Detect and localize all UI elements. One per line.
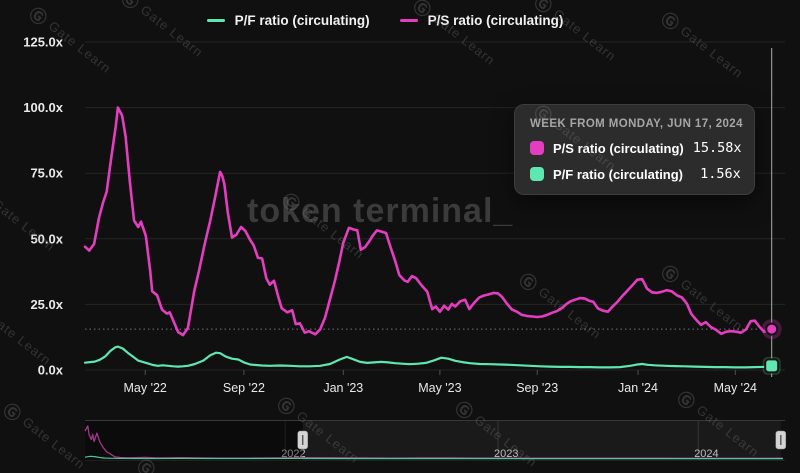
navigator-pf-line xyxy=(84,455,783,460)
x-axis-label: Jan '24 xyxy=(618,381,658,395)
navigator-year-label: 2022 xyxy=(281,448,305,460)
ps-current-point-marker[interactable] xyxy=(765,322,779,336)
legend-item-ps-ratio[interactable]: P/S ratio (circulating) xyxy=(399,13,564,28)
ps-swatch-icon xyxy=(530,141,544,155)
chart-legend: P/F ratio (circulating) P/S ratio (circu… xyxy=(0,13,785,28)
tooltip-ps-value: 15.58x xyxy=(692,140,742,156)
legend-item-pf-ratio[interactable]: P/F ratio (circulating) xyxy=(206,13,370,28)
navigator-unselected-mask xyxy=(85,421,303,460)
x-axis-label: May '22 xyxy=(124,381,167,395)
tooltip-row-pf: P/F ratio (circulating) 1.56x xyxy=(530,166,741,182)
x-axis-label: Sep '22 xyxy=(223,381,265,395)
tooltip-pf-label: P/F ratio (circulating) xyxy=(553,166,684,182)
x-axis-label: May '24 xyxy=(714,381,757,395)
navigator-year-label: 2024 xyxy=(694,448,718,460)
tooltip-pf-value: 1.56x xyxy=(692,166,741,182)
tooltip-row-ps: P/S ratio (circulating) 15.58x xyxy=(530,140,742,156)
navigator-year-label: 2023 xyxy=(494,448,518,460)
legend-label-pf: P/F ratio (circulating) xyxy=(234,13,370,28)
x-axis-label: May '23 xyxy=(418,381,461,395)
y-axis-label: 0.0x xyxy=(38,363,64,378)
y-axis-label: 125.0x xyxy=(23,35,64,50)
tooltip-ps-label: P/S ratio (circulating) xyxy=(553,140,684,156)
y-axis-label: 75.0x xyxy=(30,166,63,181)
y-axis-label: 25.0x xyxy=(30,297,63,312)
chart-tooltip: WEEK FROM MONDAY, JUN 17, 2024 P/S ratio… xyxy=(514,104,755,195)
pf-swatch-icon xyxy=(530,167,544,181)
y-axis-label: 50.0x xyxy=(30,231,63,246)
token-terminal-watermark: token terminal_ xyxy=(247,192,514,230)
legend-label-ps: P/S ratio (circulating) xyxy=(427,13,564,28)
pf-ratio-line xyxy=(83,345,773,369)
x-axis-label: Sep '23 xyxy=(516,381,558,395)
tooltip-week-title: WEEK FROM MONDAY, JUN 17, 2024 xyxy=(530,118,743,130)
ps-ratio-line xyxy=(83,106,774,337)
pf-series-dash-icon xyxy=(206,19,225,22)
ps-series-dash-icon xyxy=(399,19,418,22)
navigator-selection-region[interactable] xyxy=(302,421,781,460)
pf-current-point-marker[interactable] xyxy=(764,358,780,374)
y-axis-label: 100.0x xyxy=(23,100,64,115)
x-axis-label: Jan '23 xyxy=(323,381,363,395)
